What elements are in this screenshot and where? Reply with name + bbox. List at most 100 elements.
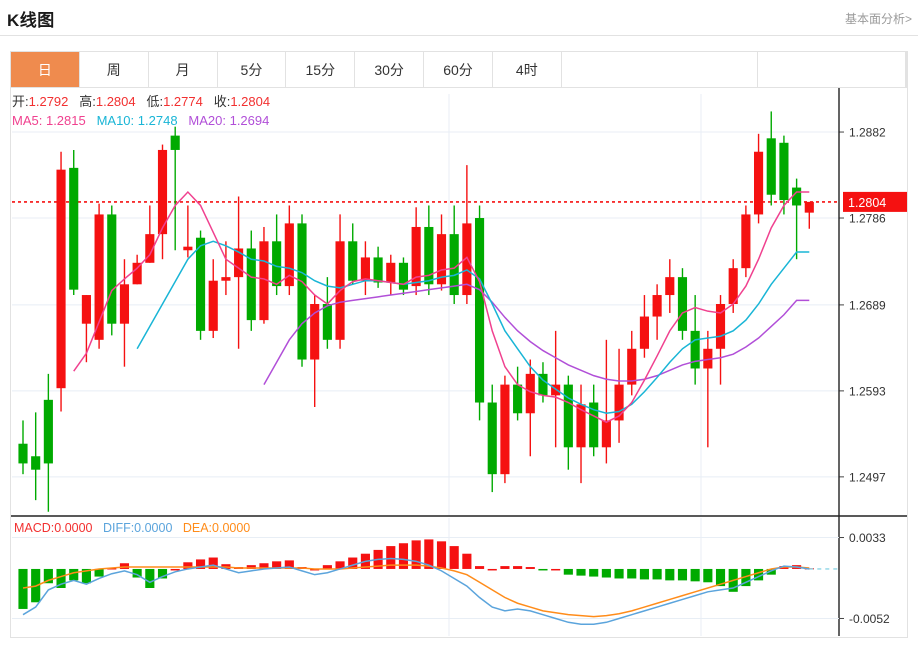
candle-body [538,373,548,396]
candle-body [500,384,510,475]
chart-container[interactable]: 1.2882 1.2786 1.2689 1.2593 1.2497 1.2804 0.00… [10,88,908,638]
macd-histogram-bar [81,568,91,584]
tabbar-spacer-b [758,52,906,87]
price-axis-tick: 1.2593 [849,384,886,398]
dea-line [22,564,810,618]
price-axis-tick: 1.2882 [849,126,886,140]
current-price-badge-text: 1.2804 [848,196,886,210]
candle-body [272,241,282,287]
macd-histogram-bar [56,568,66,588]
candle-body [411,226,421,287]
tab-month[interactable]: 月 [149,52,218,87]
candle-body [436,234,447,285]
candle-body [119,284,130,324]
tab-30min[interactable]: 30分 [355,52,425,87]
candle-body [525,373,535,414]
candle-body [589,402,599,448]
macd-histogram-bar [474,566,485,569]
candle-body [576,404,586,448]
diff-line [22,557,810,625]
macd-histogram-bar [411,540,421,569]
macd-histogram-bar [119,563,130,569]
macd-histogram-bar [246,565,256,569]
macd-histogram-bar [386,546,396,569]
candle-body [69,167,79,290]
candle-body [690,330,700,369]
timeframe-tabbar: 日 周 月 5分 15分 30分 60分 4时 [10,51,908,88]
macd-histogram-bar [259,563,269,569]
candle-body [804,201,814,213]
candle-body [31,456,41,470]
candle-body [56,169,66,389]
tab-5min[interactable]: 5分 [218,52,287,87]
ma20-line [263,283,810,385]
candle-body [614,384,624,421]
macd-histogram-bar [284,560,294,569]
candle-body [170,135,180,150]
macd-histogram-bar [424,539,434,569]
candle-body [715,304,726,349]
candle-body [18,443,28,464]
macd-histogram-bar [703,568,713,583]
macd-histogram-bar [754,568,764,581]
tab-week[interactable]: 周 [80,52,149,87]
macd-histogram-bar [601,568,611,578]
candle-body [208,280,218,331]
macd-axis-tick: -0.0052 [849,612,890,626]
page-header: K线图 基本面分析> [0,0,918,36]
candle-body [373,257,383,283]
candle-body [259,241,269,321]
macd-histogram-bar [627,568,637,579]
page-title: K线图 [7,11,55,30]
macd-histogram-bar [690,568,700,582]
macd-histogram-bar [208,557,218,569]
macd-histogram-bar [18,568,28,609]
price-axis-tick: 1.2689 [849,298,886,312]
tabbar-spacer-a [562,52,759,87]
macd-histogram-bar [69,568,79,581]
tab-day[interactable]: 日 [11,52,80,87]
macd-histogram-bar [157,568,168,579]
macd-histogram-bar [677,568,688,581]
ma5-line [73,190,810,424]
candlestick-chart-svg[interactable]: 1.2882 1.2786 1.2689 1.2593 1.2497 1.2804 0.00… [11,88,907,636]
candle-body [246,248,256,321]
candle-body [107,214,117,324]
candle-body [221,277,231,281]
macd-histogram-bar [310,568,320,571]
candle-body [43,399,53,464]
candle-body [449,234,459,296]
candle-body [297,223,307,360]
price-axis-tick: 1.2786 [849,212,886,226]
macd-histogram-bar [665,568,675,581]
macd-histogram-bar [589,568,599,577]
tab-15min[interactable]: 15分 [286,52,356,87]
candle-body [284,223,294,287]
macd-histogram-bar [513,566,523,569]
macd-histogram-bar [614,568,624,579]
candle-body [348,241,358,281]
macd-histogram-bar [462,553,472,569]
candle-body [310,304,320,360]
candle-body [639,316,649,349]
candle-body [741,214,751,269]
fundamental-analysis-link[interactable]: 基本面分析> [844,12,912,26]
candle-body [766,138,776,195]
macd-histogram-bar [170,568,180,571]
macd-histogram-bar [576,568,586,576]
tab-4hour[interactable]: 4时 [493,52,562,87]
macd-histogram-bar [525,567,535,569]
current-price-badge [843,191,907,212]
candle-body [360,257,370,281]
tab-60min[interactable]: 60分 [424,52,493,87]
macd-histogram-bar [551,568,561,571]
candle-body [513,384,523,414]
candle-body [728,268,738,304]
candle-body [652,295,662,317]
candle-body [474,218,485,403]
candle-body [677,277,688,331]
candle-body [94,214,104,340]
candle-body [779,142,789,201]
candle-body [487,402,497,475]
price-axis-tick: 1.2497 [849,470,886,484]
